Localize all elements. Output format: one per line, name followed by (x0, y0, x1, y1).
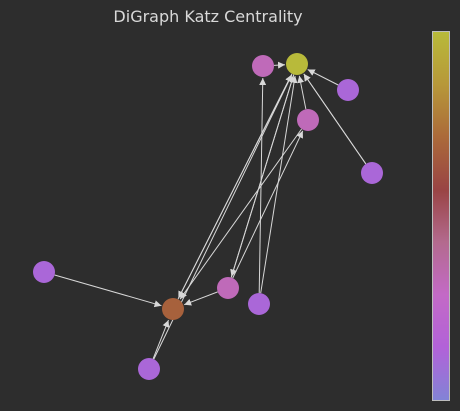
node-2 (297, 109, 319, 131)
edge-3-2 (233, 131, 303, 278)
edge-5-1 (55, 275, 162, 306)
edge-7-0 (261, 76, 295, 293)
edge-layer (55, 65, 366, 359)
node-8 (361, 162, 383, 184)
edge-9-0 (308, 70, 339, 86)
node-4 (252, 55, 274, 77)
node-6 (138, 358, 160, 380)
node-3 (217, 277, 239, 299)
node-5 (33, 261, 55, 283)
edge-6-1 (153, 320, 168, 359)
node-9 (337, 79, 359, 101)
node-layer (33, 53, 383, 380)
node-1 (162, 298, 184, 320)
edge-2-0 (299, 76, 306, 109)
node-7 (248, 293, 270, 315)
colorbar (432, 31, 450, 401)
edge-3-1 (184, 292, 218, 305)
edge-2-1 (180, 129, 302, 299)
node-0 (286, 53, 308, 75)
edge-4-0 (274, 65, 285, 66)
